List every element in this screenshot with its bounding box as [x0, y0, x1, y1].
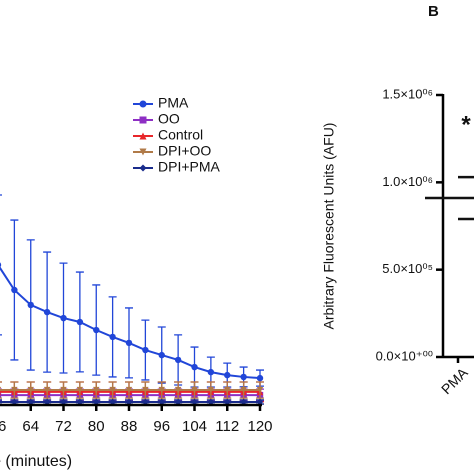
marker	[0, 391, 2, 399]
marker	[125, 339, 133, 347]
legend-marker	[139, 164, 147, 172]
marker	[93, 386, 100, 394]
marker	[76, 318, 84, 326]
legend-label: DPI+PMA	[158, 159, 221, 175]
marker	[0, 400, 2, 404]
marker	[11, 398, 18, 406]
marker	[109, 333, 116, 341]
error-bar	[458, 175, 474, 221]
marker	[27, 301, 34, 309]
x-tick-label: 88	[121, 418, 138, 435]
marker	[256, 386, 264, 394]
marker	[207, 386, 215, 394]
marker	[27, 386, 34, 394]
error-bar	[0, 381, 2, 399]
x-tick-label: 104	[182, 418, 207, 435]
legend-label: DPI+OO	[158, 143, 211, 159]
marker	[142, 346, 149, 354]
legend-label: OO	[158, 111, 180, 127]
significance: *	[461, 111, 471, 138]
marker	[191, 398, 198, 406]
marker	[224, 398, 231, 406]
x-tick-label: 120	[247, 418, 272, 435]
legend-label: PMA	[158, 95, 189, 111]
marker	[0, 392, 2, 396]
marker	[125, 386, 133, 394]
x-tick-label: 56	[0, 418, 6, 435]
legend-marker	[139, 116, 147, 124]
marker	[76, 398, 84, 406]
marker	[174, 398, 182, 406]
marker	[60, 398, 67, 406]
x-tick-label: 72	[55, 418, 72, 435]
legend-marker	[139, 148, 147, 156]
marker	[125, 398, 133, 406]
marker	[174, 386, 182, 394]
marker	[240, 398, 247, 406]
marker	[43, 386, 51, 394]
marker	[76, 386, 84, 394]
marker	[224, 386, 231, 394]
marker	[109, 386, 116, 394]
marker	[191, 386, 198, 394]
x-tick-label: 112	[215, 418, 239, 435]
marker	[11, 386, 18, 394]
marker	[158, 351, 165, 359]
marker	[256, 374, 264, 382]
legend-label: Control	[158, 127, 203, 143]
marker	[158, 398, 165, 406]
marker	[0, 262, 2, 268]
x-tick-label: 80	[88, 418, 105, 435]
y-tick-label: 1.5×10⁰⁶	[382, 86, 433, 101]
x-axis-label: Time (minutes)	[0, 453, 72, 470]
marker	[43, 308, 51, 316]
marker	[43, 398, 51, 406]
legend-marker	[139, 100, 147, 108]
marker	[0, 386, 2, 390]
y-axis-label: Arbitrary Fluorescent Units (AFU)	[321, 123, 337, 330]
marker	[240, 373, 247, 381]
marker	[60, 314, 67, 322]
y-tick-label: 5.0×10⁰⁵	[382, 261, 433, 276]
marker	[93, 326, 100, 334]
marker	[109, 398, 116, 406]
x-tick-label: 96	[153, 418, 170, 435]
marker	[174, 356, 182, 364]
marker	[191, 363, 198, 371]
marker	[207, 368, 215, 376]
marker	[142, 398, 149, 406]
marker	[158, 386, 165, 394]
marker	[256, 398, 264, 406]
legend-marker	[139, 132, 147, 140]
marker	[240, 386, 247, 394]
marker	[207, 398, 215, 406]
x-tick-label: PMA	[438, 364, 471, 397]
marker	[142, 386, 149, 394]
series-line	[0, 266, 261, 380]
marker	[11, 286, 18, 294]
y-tick-label: 1.0×10⁰⁶	[382, 174, 433, 189]
y-tick-label: 0.0×10⁺⁰⁰	[376, 348, 433, 363]
marker	[27, 398, 34, 406]
panel-label: B	[428, 3, 439, 20]
error-bar	[0, 194, 2, 336]
marker	[224, 371, 231, 379]
x-tick-label: 64	[22, 418, 39, 435]
marker	[60, 386, 67, 394]
marker	[93, 398, 100, 406]
